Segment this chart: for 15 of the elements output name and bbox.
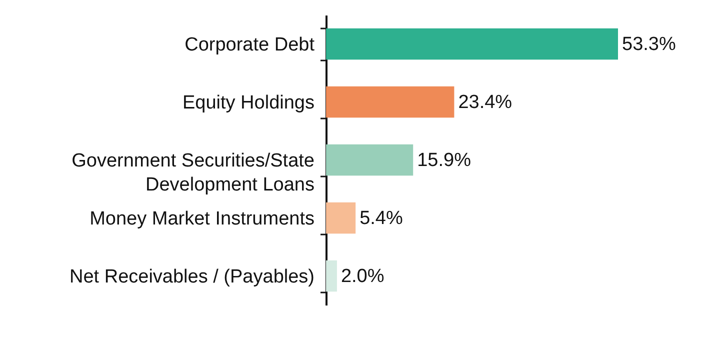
y-tick-label: Corporate Debt: [184, 34, 316, 56]
bar: [326, 86, 454, 118]
data-label: 2.0%: [340, 266, 384, 287]
data-label: 23.4%: [458, 92, 512, 113]
y-tick-label: Government Securities/State Development Loans: [72, 150, 314, 196]
data-label: 5.4%: [360, 208, 403, 229]
bar: [326, 28, 618, 60]
data-label: 53.3%: [622, 34, 676, 55]
bar: [326, 202, 356, 234]
bar: [326, 260, 337, 292]
data-label: 15.9%: [417, 150, 472, 171]
y-tick-label: Net Receivables / (Payables): [70, 266, 314, 288]
bar: [326, 144, 414, 176]
y-tick-label: Equity Holdings: [182, 92, 314, 114]
y-tick-label: Money Market Instruments: [90, 208, 314, 230]
